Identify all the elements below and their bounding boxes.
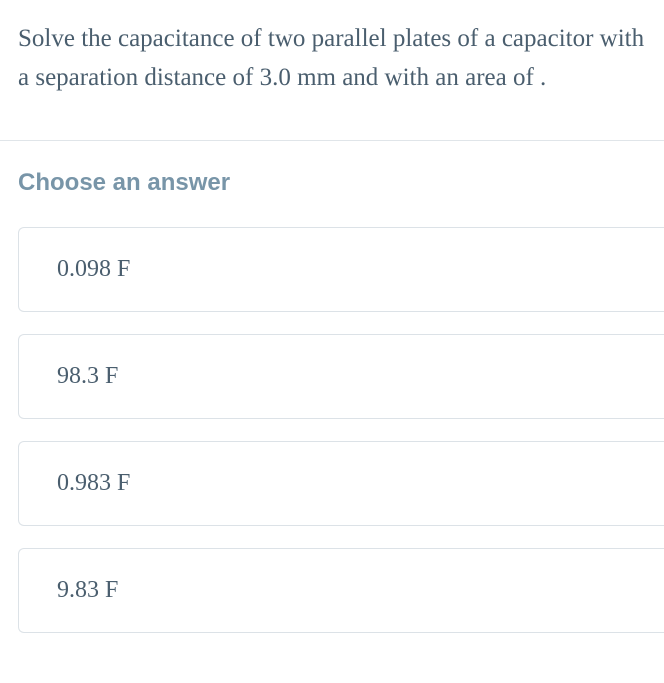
question-text: Solve the capacitance of two parallel pl… [18,20,646,98]
answer-option-label: 0.983 F [57,470,130,496]
answer-option-1[interactable]: 0.098 F [18,227,664,312]
choose-answer-heading: Choose an answer [18,169,664,197]
answer-option-label: 0.098 F [57,256,130,282]
answer-option-3[interactable]: 0.983 F [18,441,664,526]
answer-option-label: 9.83 F [57,577,118,603]
answer-option-label: 98.3 F [57,363,118,389]
question-container: Solve the capacitance of two parallel pl… [0,0,664,98]
answer-option-2[interactable]: 98.3 F [18,334,664,419]
answer-option-4[interactable]: 9.83 F [18,548,664,633]
answers-container: Choose an answer 0.098 F 98.3 F 0.983 F … [0,141,664,633]
